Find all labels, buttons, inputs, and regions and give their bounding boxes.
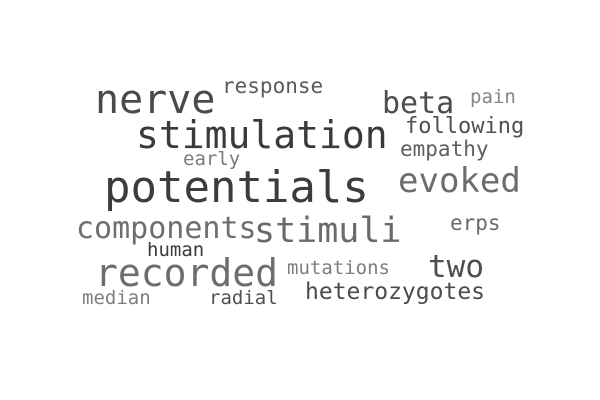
- word-recorded: recorded: [95, 251, 279, 295]
- word-response: response: [222, 74, 324, 98]
- word-evoked: evoked: [398, 161, 521, 201]
- word-stimuli: stimuli: [254, 211, 402, 251]
- word-pain: pain: [470, 86, 516, 108]
- word-early: early: [183, 148, 241, 170]
- word-following: following: [405, 114, 525, 139]
- word-heterozygotes: heterozygotes: [305, 279, 486, 305]
- word-human: human: [147, 239, 205, 261]
- word-mutations: mutations: [287, 257, 390, 279]
- word-radial: radial: [209, 287, 278, 309]
- word-median: median: [82, 287, 151, 309]
- word-components: components: [76, 211, 257, 246]
- word-nerve: nerve: [95, 77, 216, 123]
- word-empathy: empathy: [400, 137, 489, 161]
- word-stimulation: stimulation: [136, 113, 388, 157]
- word-potentials: potentials: [104, 162, 369, 213]
- word-two: two: [428, 249, 484, 285]
- word-beta: beta: [382, 86, 455, 121]
- word-erps: erps: [450, 211, 501, 235]
